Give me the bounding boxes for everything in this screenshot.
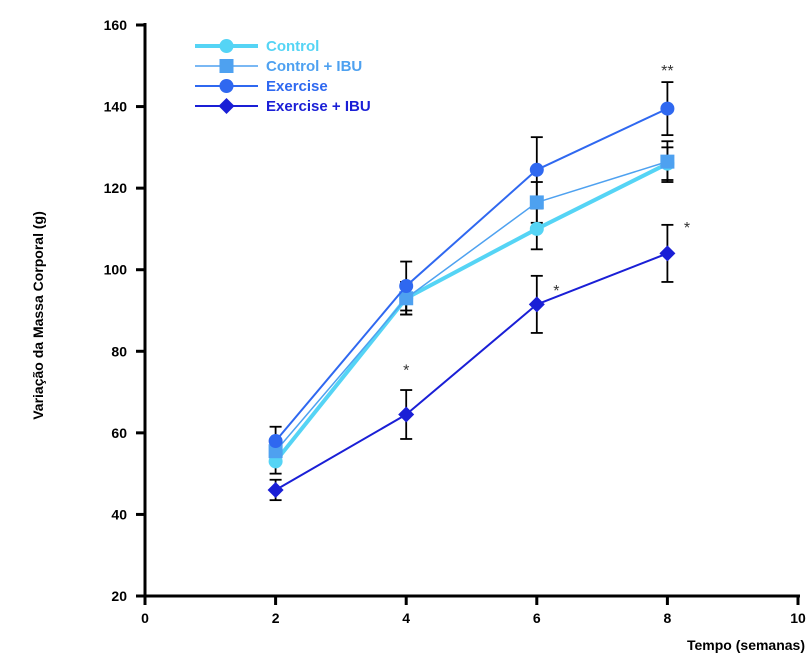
significance-marker: * (684, 220, 690, 237)
legend-marker (219, 79, 234, 93)
data-point (660, 101, 675, 116)
legend-label: Exercise (266, 78, 328, 95)
series-line (274, 107, 668, 442)
y-tick-label: 100 (104, 262, 128, 278)
legend-label: Exercise + IBU (266, 98, 371, 115)
legend: Control Control + IBU Exercise Exercise + I… (195, 38, 371, 115)
series-line (275, 160, 668, 452)
data-point (659, 245, 676, 262)
axes: 20 40 60 80 100 120 140 160 0 2 4 6 8 10 (104, 17, 806, 626)
x-axis-title: Tempo (semanas) (687, 637, 805, 653)
series-line (275, 252, 668, 491)
series-exercise-ibu (267, 245, 676, 498)
x-tick-label: 6 (533, 610, 541, 626)
legend-label: Control (266, 38, 319, 55)
error-bars (269, 81, 674, 502)
data-point (398, 406, 415, 423)
x-tick-label: 0 (141, 610, 149, 626)
legend-entry: Exercise (195, 78, 328, 95)
legend-marker (218, 98, 235, 114)
legend-label: Control + IBU (266, 58, 362, 75)
x-tick-label: 8 (664, 610, 672, 626)
y-tick-label: 80 (111, 343, 127, 359)
y-tick-label: 140 (104, 99, 128, 115)
y-tick-label: 40 (111, 506, 127, 522)
series-exercise (268, 101, 675, 449)
x-tick-label: 4 (402, 610, 410, 626)
significance-marker: ** (661, 63, 673, 80)
data-point (529, 221, 544, 236)
data-point (399, 279, 414, 294)
significance-marker: * (403, 363, 409, 380)
series-control (268, 156, 675, 469)
y-axis-title: Variação da Massa Corporal (g) (30, 211, 46, 420)
series-layer (267, 81, 676, 502)
legend-marker (219, 39, 234, 53)
x-tick-label: 10 (790, 610, 806, 626)
y-tick-label: 60 (111, 425, 127, 441)
data-point (399, 291, 414, 306)
data-point (529, 195, 544, 210)
x-tick-label: 2 (272, 610, 280, 626)
legend-marker (219, 59, 234, 73)
y-tick-label: 20 (111, 588, 127, 604)
legend-entry: Exercise + IBU (195, 98, 371, 115)
data-point (268, 444, 283, 459)
legend-entry: Control (195, 38, 319, 55)
annotations: ***** (403, 63, 690, 380)
data-point (660, 154, 675, 169)
data-point (529, 162, 544, 177)
data-point (268, 434, 283, 449)
legend-entry: Control + IBU (195, 58, 362, 75)
y-tick-label: 120 (104, 180, 128, 196)
series-control-ibu (268, 154, 675, 459)
data-point (267, 481, 284, 498)
y-tick-label: 160 (104, 17, 128, 33)
data-point (528, 296, 545, 313)
significance-marker: * (553, 283, 559, 300)
series-line (274, 161, 669, 463)
